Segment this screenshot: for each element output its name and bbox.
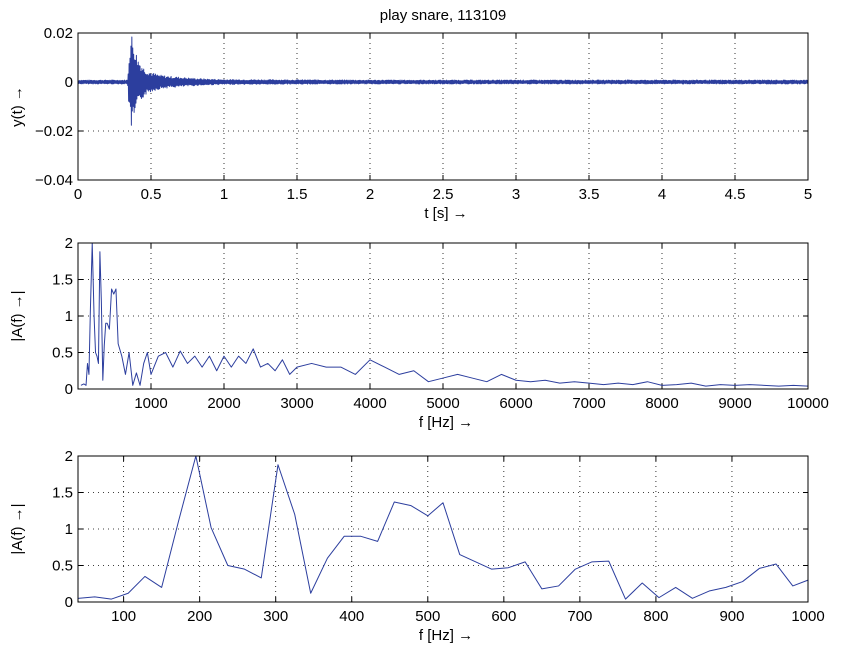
x-tick-label: 4000 [353, 395, 386, 412]
subplot-spectrum-zoom: 100 200 300 400 500 600 700 800 900 1000 2 1.5 1 0.5 0… [9, 448, 825, 644]
plot-area [78, 33, 808, 180]
y-tick-label: −0.04 [35, 172, 73, 189]
x-tick-label: 3.5 [579, 186, 600, 203]
x-axis-label: f [Hz] → [419, 414, 473, 431]
x-tick-label: 700 [567, 608, 592, 625]
x-tick-label: 6000 [499, 395, 532, 412]
y-tick-label: 0 [65, 594, 73, 611]
axes-frame [77, 455, 809, 603]
y-tick-label: 1.5 [52, 272, 73, 289]
series-line [77, 36, 809, 126]
y-tick-label: 0 [65, 74, 73, 91]
subplot-time-signal: 0 0.5 1 1.5 2 2.5 3 3.5 4 4.5 5 0.02 0 −0.02 −0.04 t [s… [9, 25, 812, 222]
x-tick-label: 1.5 [287, 186, 308, 203]
x-tick-label: 800 [643, 608, 668, 625]
y-tick-label: 0.02 [44, 25, 73, 42]
x-tick-label: 2.5 [433, 186, 454, 203]
subplot-spectrum-full: 1000 2000 3000 4000 5000 6000 7000 8000 9000 1000… [9, 235, 829, 431]
y-axis-label: |A(f) →| [9, 290, 26, 341]
y-axis-label: y(t) → [9, 86, 26, 127]
x-tick-label: 4.5 [725, 186, 746, 203]
x-tick-label: 1000 [134, 395, 167, 412]
x-tick-label: 7000 [572, 395, 605, 412]
axes-frame [77, 242, 809, 390]
x-tick-label: 0.5 [141, 186, 162, 203]
x-axis-label: t [s] → [424, 205, 467, 222]
x-tick-label: 200 [187, 608, 212, 625]
y-tick-label: 1 [65, 308, 73, 325]
series-line [77, 455, 809, 600]
x-tick-label: 0 [74, 186, 82, 203]
x-tick-label: 3000 [280, 395, 313, 412]
figure-title: play snare, 113109 [380, 7, 506, 24]
x-tick-label: 8000 [645, 395, 678, 412]
y-tick-label: 2 [65, 235, 73, 252]
x-tick-label: 5 [804, 186, 812, 203]
x-tick-label: 5000 [426, 395, 459, 412]
y-tick-label: −0.02 [35, 123, 73, 140]
y-tick-label: 0.5 [52, 558, 73, 575]
x-tick-label: 1000 [791, 608, 824, 625]
x-tick-label: 3 [512, 186, 520, 203]
y-tick-label: 0.5 [52, 345, 73, 362]
x-tick-label: 300 [263, 608, 288, 625]
x-tick-label: 100 [111, 608, 136, 625]
series-line [80, 242, 809, 387]
x-tick-label: 1 [220, 186, 228, 203]
y-axis-label: |A(f) →| [9, 503, 26, 554]
x-tick-label: 2000 [207, 395, 240, 412]
x-tick-label: 10000 [787, 395, 829, 412]
y-tick-label: 0 [65, 381, 73, 398]
x-tick-label: 400 [339, 608, 364, 625]
x-tick-label: 500 [415, 608, 440, 625]
y-tick-label: 1.5 [52, 485, 73, 502]
y-tick-label: 2 [65, 448, 73, 465]
x-tick-label: 600 [491, 608, 516, 625]
x-axis-label: f [Hz] → [419, 627, 473, 644]
axes-frame [77, 32, 809, 181]
x-tick-label: 2 [366, 186, 374, 203]
x-tick-label: 9000 [718, 395, 751, 412]
x-tick-label: 4 [658, 186, 666, 203]
x-tick-label: 900 [719, 608, 744, 625]
y-tick-label: 1 [65, 521, 73, 538]
